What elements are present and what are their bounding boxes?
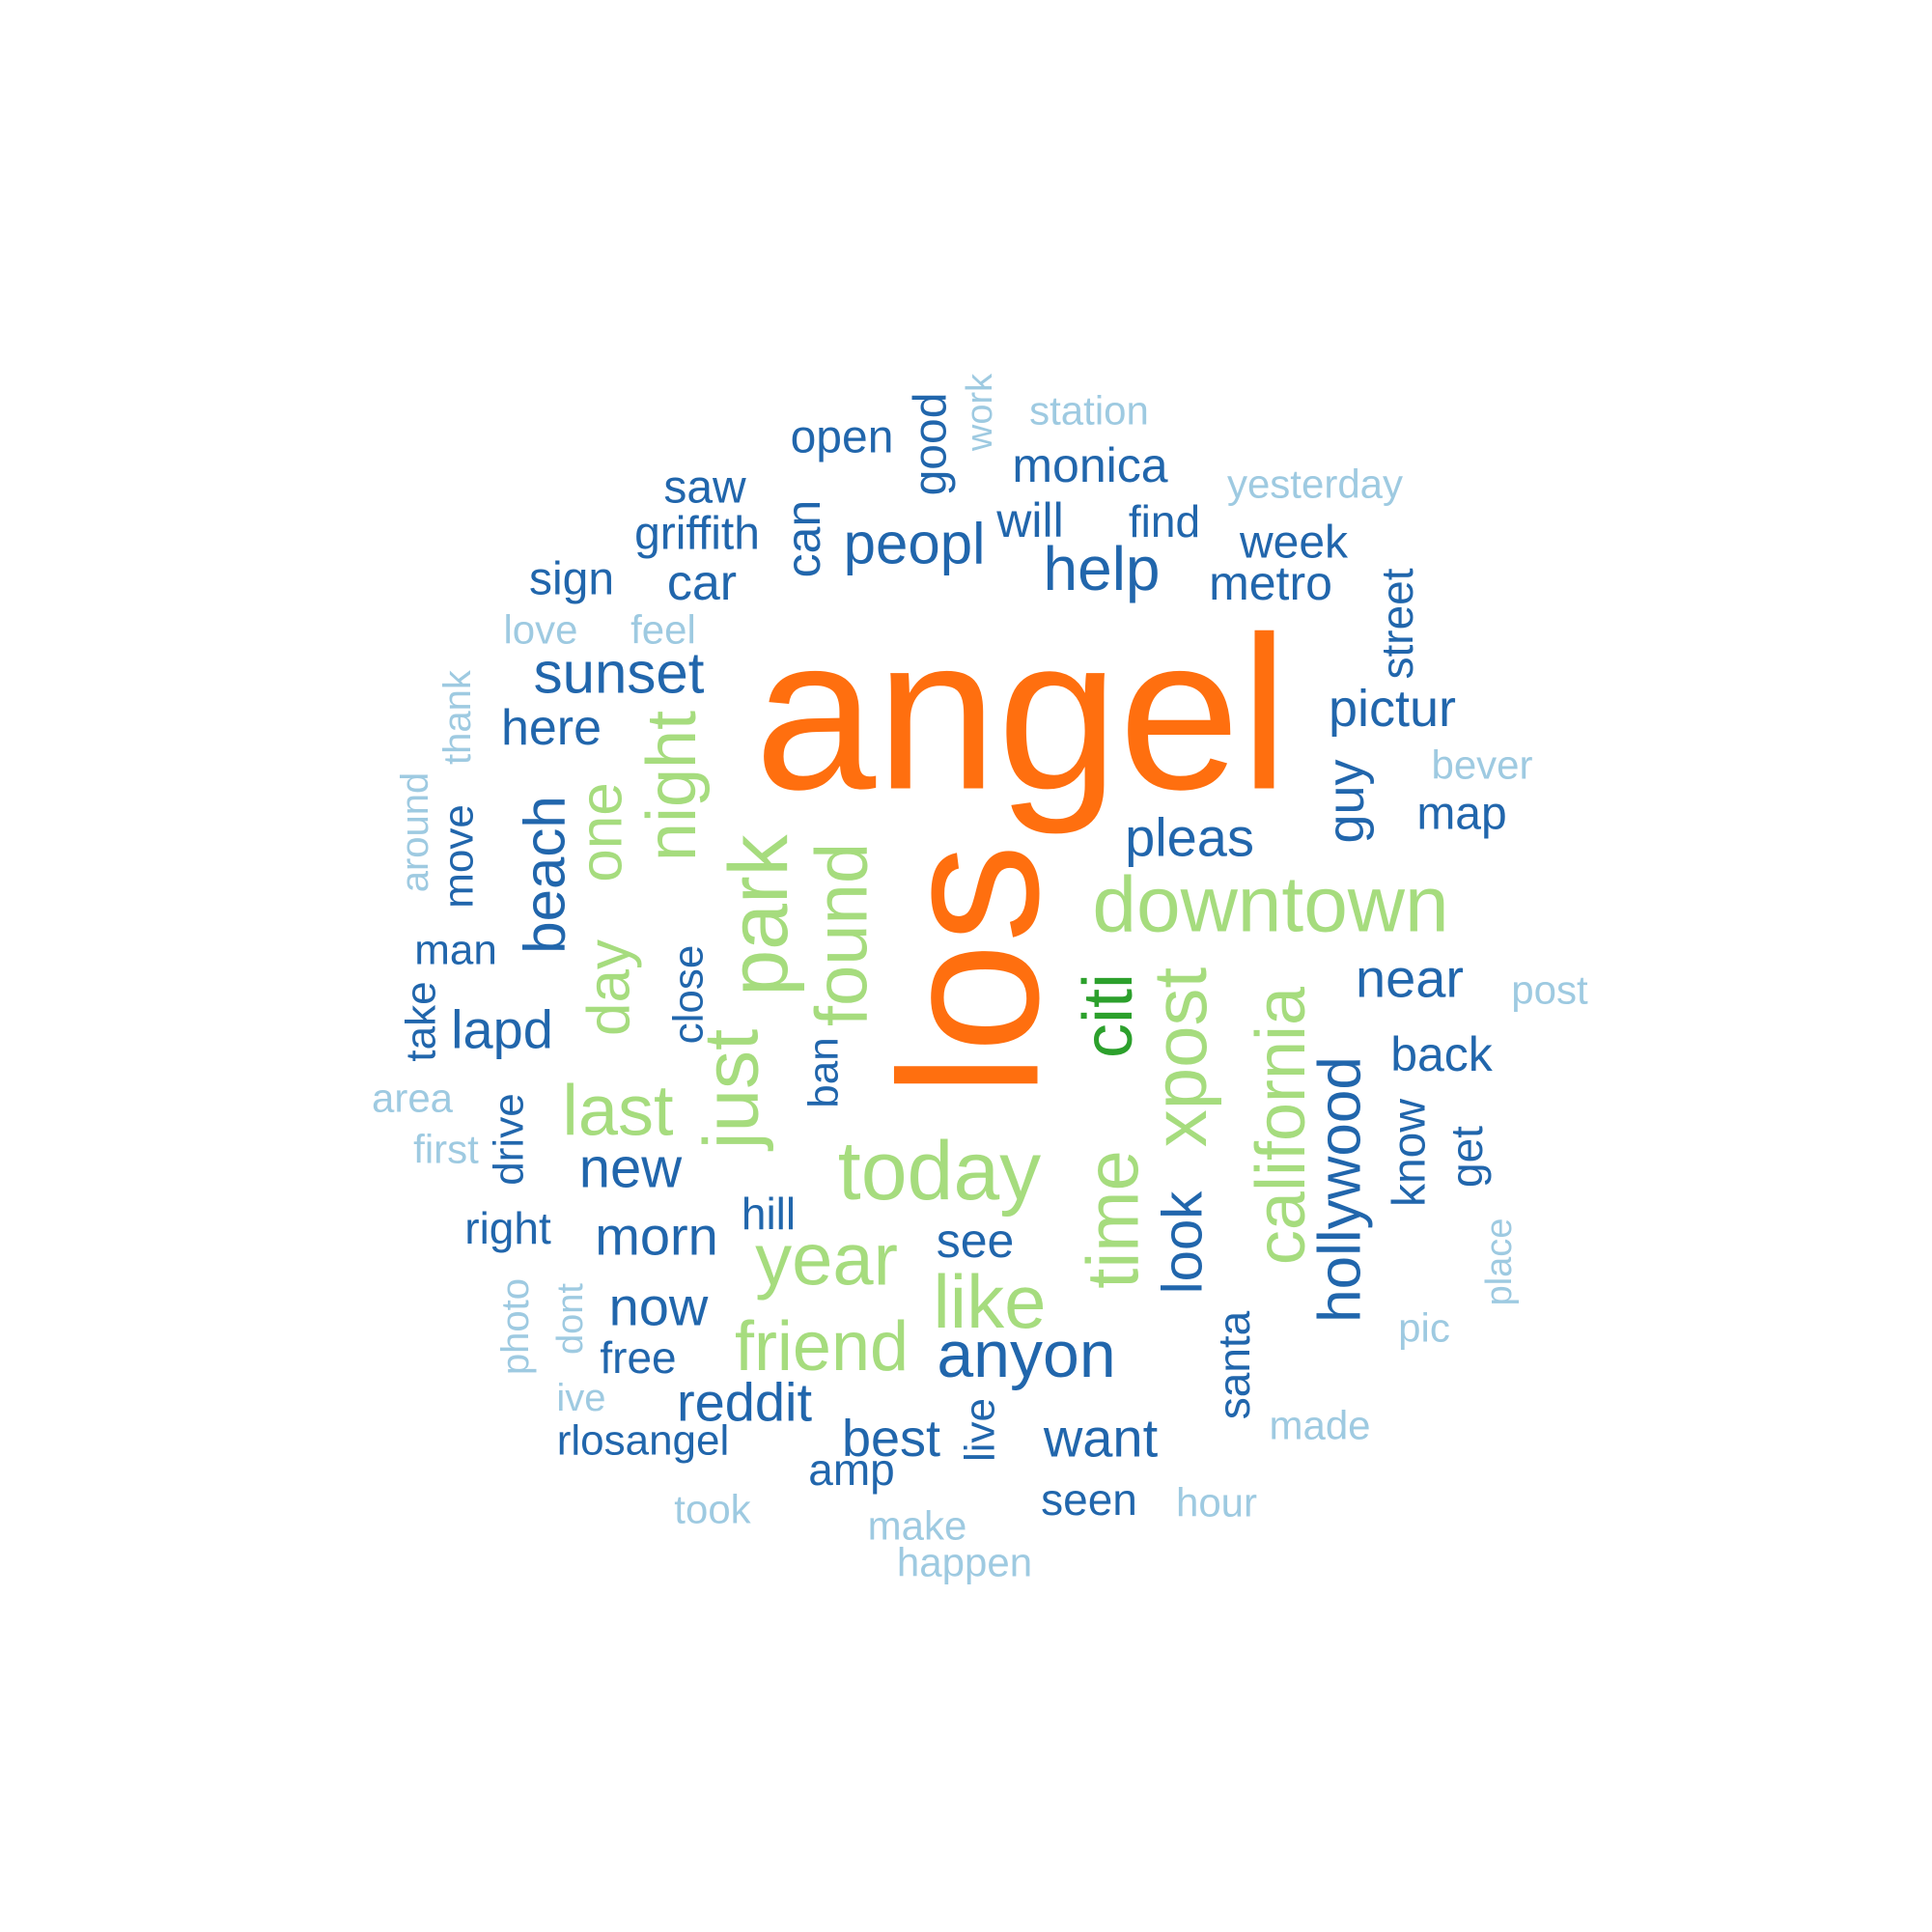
word-area: area	[372, 1076, 454, 1121]
word-thank: thank	[436, 669, 479, 765]
word-open: open	[791, 412, 894, 463]
word-around: around	[394, 772, 436, 893]
word-look: look	[1152, 1190, 1215, 1294]
word-night: night	[633, 711, 711, 861]
word-place: place	[1479, 1218, 1520, 1306]
word-took: took	[674, 1487, 751, 1532]
word-love: love	[503, 607, 577, 653]
word-new: new	[579, 1137, 684, 1200]
word-man: man	[414, 927, 497, 974]
word-year: year	[755, 1219, 898, 1302]
word-find: find	[1129, 496, 1200, 546]
word-happen: happen	[897, 1540, 1032, 1585]
word-station: station	[1029, 388, 1149, 434]
word-want: want	[1043, 1408, 1159, 1469]
word-like: like	[933, 1259, 1046, 1344]
word-saw: saw	[663, 462, 746, 514]
word-anyon: anyon	[937, 1318, 1115, 1391]
word-take: take	[398, 981, 445, 1061]
word-hour: hour	[1176, 1480, 1257, 1526]
word-best: best	[842, 1410, 940, 1468]
word-week: week	[1239, 518, 1349, 569]
word-help: help	[1044, 534, 1161, 603]
word-metro: metro	[1209, 556, 1332, 610]
word-reddit: reddit	[677, 1372, 813, 1433]
word-feel: feel	[630, 607, 696, 653]
word-time: time	[1073, 1150, 1155, 1289]
word-see: see	[937, 1214, 1015, 1268]
word-santa: santa	[1209, 1310, 1259, 1419]
word-first: first	[413, 1127, 479, 1172]
word-rlosangel: rlosangel	[557, 1417, 730, 1465]
word-right: right	[464, 1203, 551, 1253]
word-last: last	[562, 1071, 674, 1151]
word-post: post	[1511, 967, 1588, 1013]
word-work: work	[960, 373, 1000, 452]
word-move: move	[435, 804, 483, 909]
word-seen: seen	[1041, 1474, 1137, 1525]
word-sunset: sunset	[534, 641, 705, 706]
word-photo: photo	[494, 1278, 537, 1375]
word-street: street	[1372, 568, 1422, 679]
word-park: park	[713, 833, 805, 995]
word-drive: drive	[486, 1093, 533, 1185]
word-citi: citi	[1070, 973, 1147, 1058]
word-here: here	[501, 700, 602, 756]
word-ive: ive	[556, 1377, 605, 1419]
word-california: california	[1243, 986, 1320, 1265]
word-monica: monica	[1012, 438, 1167, 492]
word-beach: beach	[513, 796, 577, 953]
word-live: live	[957, 1398, 1004, 1462]
word-hollywood: hollywood	[1307, 1056, 1374, 1323]
word-yesterday: yesterday	[1227, 462, 1403, 507]
word-know: know	[1385, 1099, 1436, 1207]
word-guy: guy	[1317, 759, 1375, 843]
word-get: get	[1442, 1126, 1492, 1188]
word-made: made	[1269, 1403, 1370, 1448]
word-can: can	[776, 500, 830, 578]
word-now: now	[609, 1276, 709, 1337]
word-make: make	[868, 1503, 967, 1549]
word-found: found	[801, 843, 883, 1026]
word-hill: hill	[742, 1189, 796, 1239]
word-griffith: griffith	[634, 509, 760, 560]
word-dont: dont	[550, 1283, 591, 1355]
word-will: will	[995, 493, 1063, 547]
word-back: back	[1390, 1027, 1494, 1081]
word-free: free	[600, 1332, 676, 1383]
word-pleas: pleas	[1125, 807, 1254, 868]
word-angel: angel	[755, 591, 1289, 835]
word-near: near	[1356, 948, 1464, 1009]
word-sign: sign	[529, 554, 614, 605]
word-one: one	[569, 782, 635, 882]
word-ban: ban	[800, 1037, 848, 1107]
word-just: just	[688, 1029, 774, 1152]
word-morn: morn	[595, 1206, 718, 1267]
word-amp: amp	[808, 1444, 894, 1495]
word-pictur: pictur	[1329, 680, 1456, 738]
word-car: car	[667, 555, 737, 611]
word-today: today	[838, 1125, 1041, 1218]
word-bever: bever	[1431, 742, 1532, 788]
word-friend: friend	[735, 1308, 909, 1386]
word-day: day	[576, 939, 643, 1036]
word-map: map	[1416, 789, 1506, 840]
word-good: good	[906, 393, 957, 496]
word-peopl: peopl	[844, 512, 986, 576]
word-downtown: downtown	[1092, 861, 1448, 949]
word-close: close	[665, 945, 713, 1045]
word-los: los	[859, 844, 1080, 1097]
word-pic: pic	[1398, 1305, 1450, 1351]
word-xpost: xpost	[1137, 966, 1222, 1147]
word-lapd: lapd	[451, 999, 553, 1060]
